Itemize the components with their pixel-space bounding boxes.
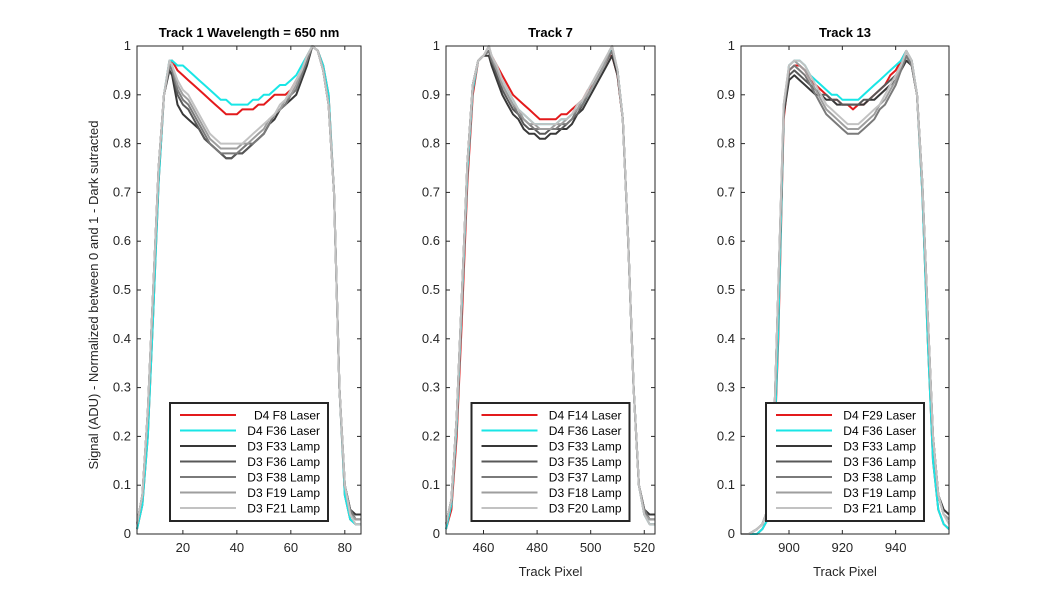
legend-entry: D4 F14 Laser [549, 409, 622, 423]
y-tick-label: 0.9 [113, 87, 131, 102]
y-tick-label: 0.9 [422, 87, 440, 102]
x-tick-label: 940 [885, 540, 907, 555]
y-tick-label: 0.1 [422, 477, 440, 492]
y-tick-label: 0.2 [113, 428, 131, 443]
chart-title: Track 1 Wavelength = 650 nm [159, 25, 340, 40]
series-group [136, 45, 361, 530]
y-tick-label: 0.2 [422, 428, 440, 443]
legend-entry: D4 F29 Laser [843, 409, 916, 423]
y-tick-label: 0.7 [113, 184, 131, 199]
x-tick-label: 480 [526, 540, 548, 555]
x-tick-label: 920 [831, 540, 853, 555]
legend-entry: D3 F38 Lamp [247, 471, 320, 485]
y-tick-label: 0.5 [113, 282, 131, 297]
chart-title: Track 13 [819, 25, 871, 40]
legend-entry: D4 F36 Laser [843, 424, 916, 438]
chart-panel-2: 0 0.1 0.2 0.3 0.4 0.5 0.6 0.7 0.8 0.9 1 460 480 500 52… [422, 25, 656, 579]
x-tick-label: 80 [338, 540, 352, 555]
y-tick-label: 0.8 [113, 136, 131, 151]
y-tick-label: 0.7 [717, 184, 735, 199]
x-axis-label: Track Pixel [519, 564, 583, 579]
y-tick-label: 0.5 [717, 282, 735, 297]
legend-entry: D3 F36 Lamp [247, 455, 320, 469]
y-tick-label: 0.3 [717, 380, 735, 395]
legend-entry: D4 F36 Laser [549, 424, 622, 438]
y-tick-label: 1 [433, 38, 440, 53]
legend-entry: D3 F33 Lamp [549, 440, 622, 454]
y-tick-label: 0.8 [717, 136, 735, 151]
x-tick-label: 500 [580, 540, 602, 555]
series-line-7 [741, 49, 950, 535]
legend-entry: D3 F21 Lamp [247, 502, 320, 516]
x-tick-label: 520 [633, 540, 655, 555]
y-tick-label: 0.7 [422, 184, 440, 199]
x-axis-label: Track Pixel [813, 564, 877, 579]
figure-ylabel: Signal (ADU) - Normalized between 0 and … [86, 121, 101, 470]
y-tick-label: 0 [728, 526, 735, 541]
y-tick-label: 0.9 [717, 87, 735, 102]
y-tick-label: 0.2 [717, 428, 735, 443]
series-line-7 [445, 45, 655, 526]
legend-entry: D3 F38 Lamp [843, 471, 916, 485]
legend-entry: D3 F21 Lamp [843, 502, 916, 516]
series-line-7 [136, 45, 361, 526]
y-tick-label: 0.6 [113, 233, 131, 248]
y-tick-label: 0.3 [113, 380, 131, 395]
y-tick-label: 0.4 [422, 331, 440, 346]
legend-entry: D3 F19 Lamp [843, 486, 916, 500]
series-line-2 [136, 45, 361, 530]
legend-entry: D3 F37 Lamp [549, 471, 622, 485]
legend-entry: D3 F36 Lamp [843, 455, 916, 469]
series-group [445, 45, 655, 530]
y-tick-label: 1 [728, 38, 735, 53]
y-tick-label: 0.5 [422, 282, 440, 297]
y-tick-label: 0.1 [717, 477, 735, 492]
y-tick-label: 0 [124, 526, 131, 541]
legend-entry: D3 F33 Lamp [247, 440, 320, 454]
legend-entry: D3 F19 Lamp [247, 486, 320, 500]
legend-entry: D4 F36 Laser [247, 424, 320, 438]
y-tick-label: 0.4 [113, 331, 131, 346]
y-tick-label: 1 [124, 38, 131, 53]
y-tick-label: 0.4 [717, 331, 735, 346]
chart-panel-1: 0 0.1 0.2 0.3 0.4 0.5 0.6 0.7 0.8 0.9 1 20 40 60 80 Tra… [113, 25, 362, 555]
legend-entry: D4 F8 Laser [254, 409, 320, 423]
legend-entry: D3 F20 Lamp [549, 502, 622, 516]
y-tick-label: 0.3 [422, 380, 440, 395]
x-tick-label: 460 [473, 540, 495, 555]
x-tick-label: 60 [284, 540, 298, 555]
y-tick-label: 0.1 [113, 477, 131, 492]
legend-entry: D3 F18 Lamp [549, 486, 622, 500]
chart-title: Track 7 [528, 25, 573, 40]
legend-entry: D3 F33 Lamp [843, 440, 916, 454]
x-tick-label: 900 [778, 540, 800, 555]
legend-entry: D3 F35 Lamp [549, 455, 622, 469]
y-tick-label: 0.6 [422, 233, 440, 248]
y-tick-label: 0.8 [422, 136, 440, 151]
x-tick-label: 20 [176, 540, 190, 555]
y-tick-label: 0 [433, 526, 440, 541]
y-tick-label: 0.6 [717, 233, 735, 248]
x-tick-label: 40 [230, 540, 244, 555]
series-group [741, 49, 950, 535]
chart-panel-3: 0 0.1 0.2 0.3 0.4 0.5 0.6 0.7 0.8 0.9 1 900 920 940 Tr… [717, 25, 950, 579]
